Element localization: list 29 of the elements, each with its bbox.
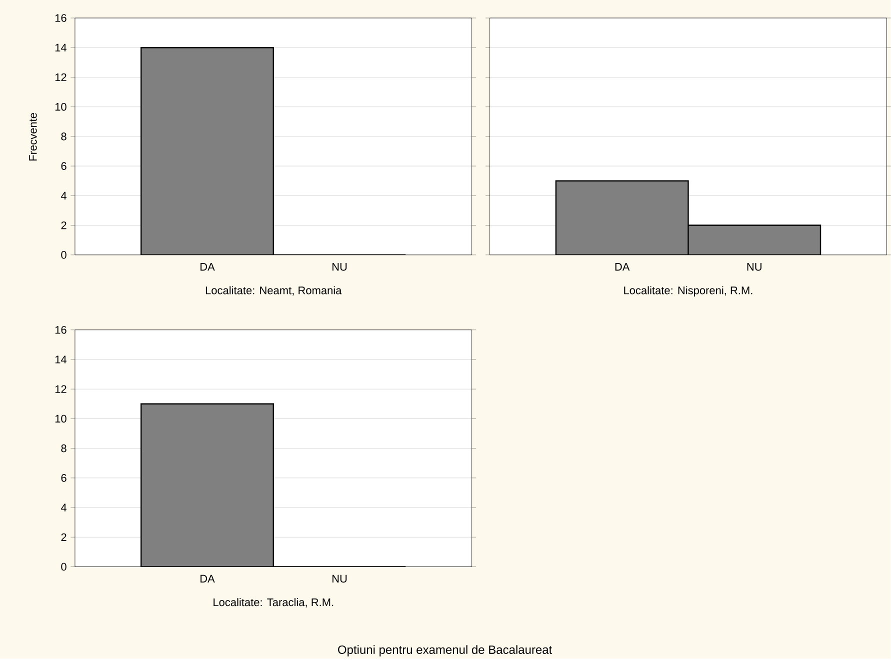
y-tick-label: 0 <box>61 562 66 571</box>
y-tick-label: 4 <box>60 192 67 200</box>
y-tick-label: 12 <box>55 385 66 393</box>
x-tick-label: NU <box>747 263 762 271</box>
y-tick-label: 0 <box>61 251 66 259</box>
text: Optiuni pentru examenul de Bacalaureat <box>338 645 552 656</box>
y-tick-label: 12 <box>55 73 66 82</box>
y-tick-label: 4 <box>60 504 67 512</box>
y-tick-label: 6 <box>61 474 66 482</box>
y-tick-label: 14 <box>55 356 67 364</box>
x-axis-title: Localitate: Neamt, Romania <box>206 286 342 296</box>
x-tick-label: DA <box>615 263 630 271</box>
y-tick-label: 10 <box>55 102 66 111</box>
y-tick-label: 16 <box>55 326 66 334</box>
y-axis-title: Frecvente <box>29 112 37 160</box>
y-tick-label: 10 <box>55 414 66 423</box>
y-tick-label: 2 <box>61 221 66 230</box>
x-tick-label: NU <box>332 574 347 583</box>
y-tick-label: 6 <box>61 162 66 170</box>
x-axis-title: Localitate: Taraclia, R.M. <box>214 598 334 608</box>
y-tick-label: 8 <box>61 132 66 140</box>
x-tick-label: NU <box>332 263 347 271</box>
y-tick-label: 16 <box>55 14 66 22</box>
y-tick-label: 8 <box>61 444 66 452</box>
x-tick-label: DA <box>200 263 215 271</box>
y-tick-label: 14 <box>55 44 67 52</box>
x-tick-label: DA <box>200 574 215 582</box>
y-tick-label: 2 <box>61 533 66 541</box>
x-axis-title: Localitate: Nisporeni, R.M. <box>624 286 752 296</box>
